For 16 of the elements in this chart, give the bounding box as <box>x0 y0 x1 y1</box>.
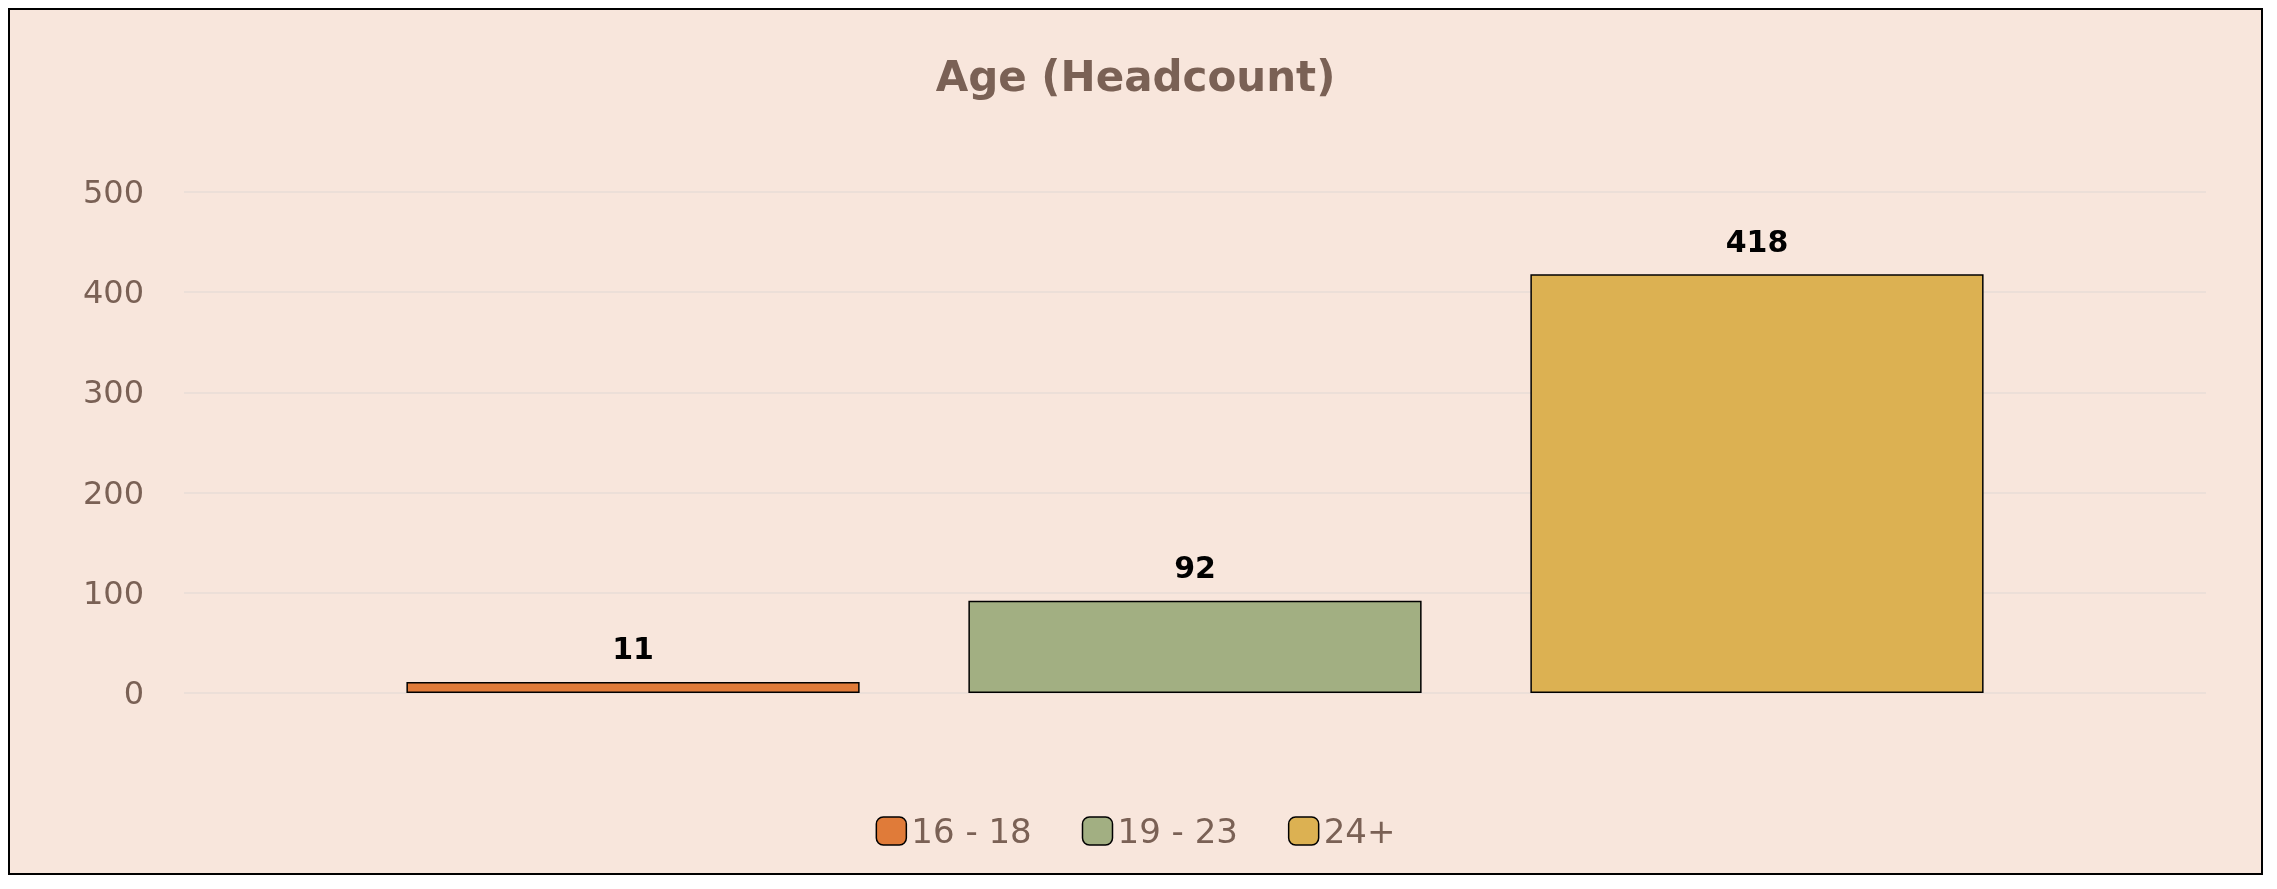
y-tick-label: 500 <box>82 173 144 211</box>
bar <box>406 681 860 693</box>
legend-label: 19 - 23 <box>1117 811 1238 851</box>
data-label: 418 <box>1725 223 1789 259</box>
y-tick-label: 100 <box>82 573 144 612</box>
bar <box>968 600 1422 693</box>
chart-title: Age (Headcount) <box>935 51 1336 101</box>
legend-label: 24+ <box>1323 811 1396 851</box>
data-label: 92 <box>1174 550 1216 586</box>
y-tick-label: 200 <box>82 473 144 512</box>
data-label: 11 <box>612 631 654 667</box>
bar <box>1530 274 1984 693</box>
y-tick-label: 400 <box>82 273 144 312</box>
y-tick-label: 0 <box>123 674 144 712</box>
legend-label: 16 - 18 <box>911 811 1032 851</box>
y-tick-label: 300 <box>82 373 144 412</box>
